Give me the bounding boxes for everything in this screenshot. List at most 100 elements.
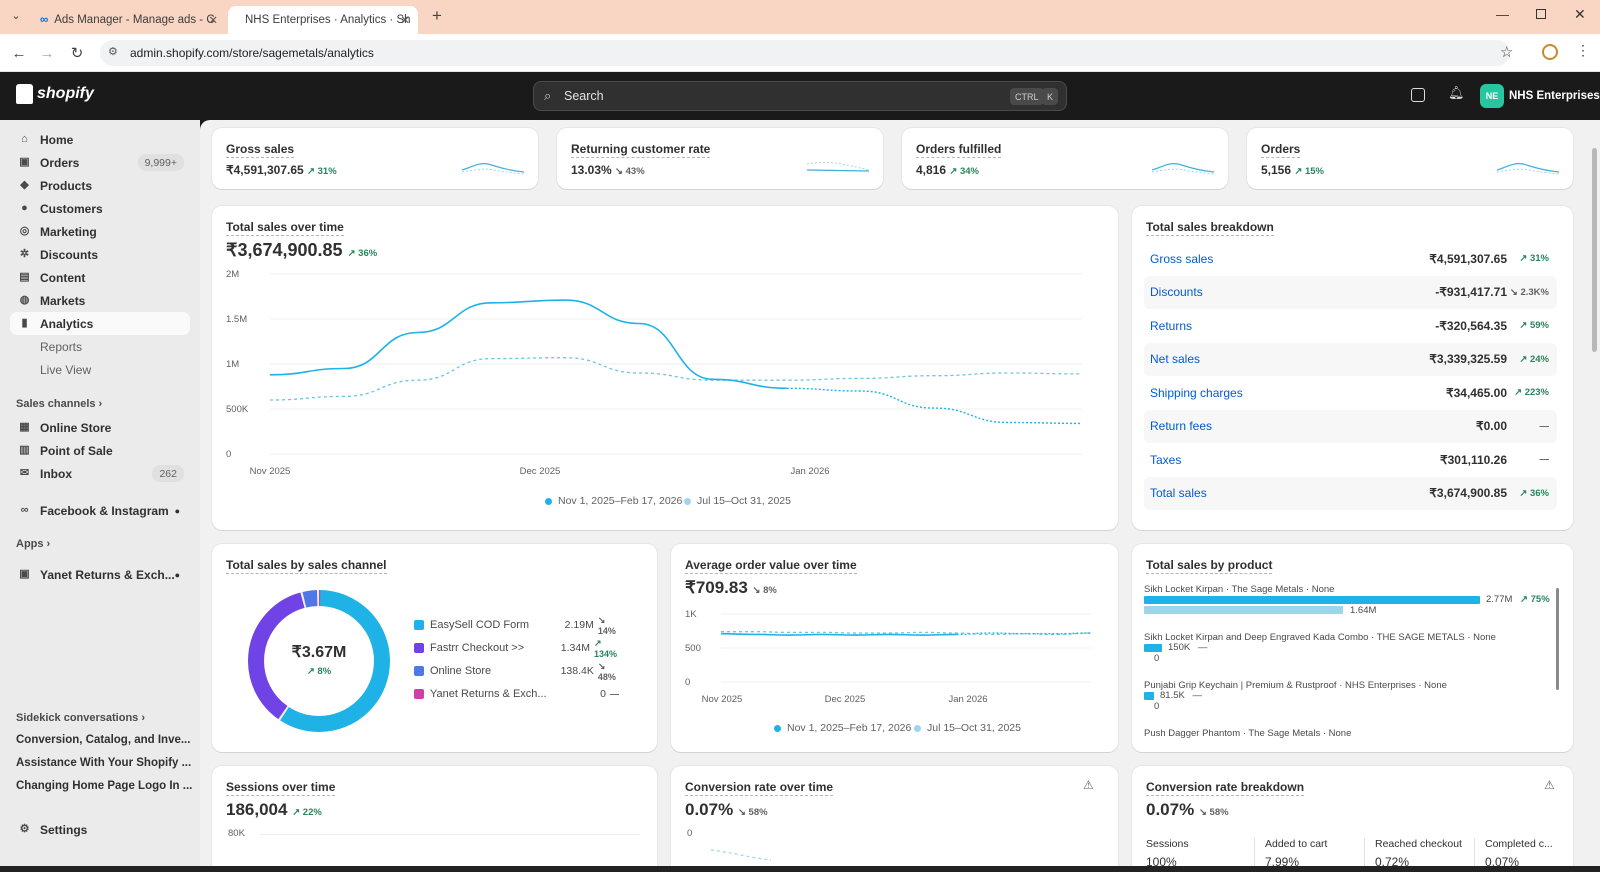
card-title[interactable]: Total sales over time	[226, 220, 344, 236]
sidebar-item-customers[interactable]: ● Customers	[10, 197, 190, 220]
value-text: 0.07%	[685, 800, 734, 819]
profile-icon[interactable]	[1542, 44, 1558, 60]
kpi-change: ↗ 31%	[307, 166, 337, 177]
channel-value: 0	[600, 688, 606, 700]
breakdown-label[interactable]: Net sales	[1150, 352, 1201, 366]
product-list-scrollbar[interactable]	[1556, 588, 1559, 690]
kpi-card-gross-sales[interactable]: Gross sales ₹4,591,307.65 ↗ 31%	[212, 128, 538, 189]
sidebar-item-reports[interactable]: Reports	[10, 335, 190, 358]
y-axis-tick: 2M	[226, 269, 239, 280]
sidebar-item-content[interactable]: ▤ Content	[10, 266, 190, 289]
conversation-item[interactable]: Changing Home Page Logo In ...	[16, 780, 193, 792]
breakdown-row[interactable]: Total sales ₹3,674,900.85 ↗ 36%	[1144, 476, 1557, 510]
breakdown-label[interactable]: Taxes	[1150, 452, 1182, 467]
sidebar-item-inbox[interactable]: ✉ Inbox 262	[10, 462, 190, 485]
shopify-logo[interactable]: shopify	[16, 84, 94, 104]
channel-row[interactable]: Yanet Returns & Exch... 0 —	[414, 685, 624, 703]
apps-heading[interactable]: Apps ›	[16, 538, 50, 550]
sidekick-icon[interactable]	[1411, 88, 1425, 102]
sidebar-item-label: Marketing	[40, 224, 97, 239]
tab-list-dropdown[interactable]: ⌄	[11, 10, 21, 22]
breakdown-label[interactable]: Gross sales	[1150, 251, 1214, 266]
channel-row[interactable]: EasySell COD Form 2.19M ↘ 14%	[414, 615, 624, 636]
channel-row[interactable]: Online Store 138.4K ↘ 48%	[414, 661, 624, 682]
back-icon[interactable]: ←	[11, 44, 27, 62]
search-input[interactable]: ⌕ Search CTRL K	[533, 81, 1067, 111]
bookmark-star-icon[interactable]: ☆	[1500, 44, 1514, 61]
card-title[interactable]: Total sales by product	[1146, 558, 1273, 574]
tab-analytics[interactable]: NHS Enterprises · Analytics · Sh ✕	[228, 6, 418, 34]
sidebar-item-settings[interactable]: ⚙ Settings	[10, 818, 190, 841]
close-window-button[interactable]: ✕	[1574, 6, 1586, 22]
breakdown-row[interactable]: Return fees ₹0.00 —	[1144, 409, 1557, 443]
conversation-item[interactable]: Assistance With Your Shopify ...	[16, 757, 192, 769]
kpi-card-returning-rate[interactable]: Returning customer rate 13.03% ↘ 43%	[557, 128, 883, 189]
tab-ads-manager[interactable]: ∞ Ads Manager - Manage ads - C ✕	[30, 6, 226, 34]
sidebar-item-products[interactable]: ◆ Products	[10, 174, 190, 197]
conversation-item[interactable]: Conversion, Catalog, and Inve...	[16, 734, 191, 746]
sidebar-item-label: Discounts	[40, 247, 99, 262]
breakdown-label[interactable]: Discounts	[1150, 285, 1203, 299]
breakdown-label[interactable]: Total sales	[1150, 486, 1207, 500]
card-title[interactable]: Average order value over time	[685, 558, 857, 574]
breakdown-row[interactable]: Shipping charges ₹34,465.00 ↗ 223%	[1144, 376, 1557, 409]
legend-previous[interactable]: Jul 15–Oct 31, 2025	[684, 495, 791, 507]
breakdown-row[interactable]: Gross sales ₹4,591,307.65 ↗ 31%	[1144, 242, 1557, 275]
legend-current[interactable]: Nov 1, 2025–Feb 17, 2026	[545, 495, 682, 507]
tab-close-icon[interactable]: ✕	[208, 15, 218, 27]
breakdown-row[interactable]: Returns -₹320,564.35 ↗ 59%	[1144, 309, 1557, 342]
breakdown-row[interactable]: Taxes ₹301,110.26 —	[1144, 443, 1557, 476]
sidebar-item-discounts[interactable]: ✲ Discounts	[10, 243, 190, 266]
sidebar-item-label: Inbox	[40, 466, 72, 481]
sidebar-item-markets[interactable]: ◍ Markets	[10, 289, 190, 312]
card-title[interactable]: Total sales by sales channel	[226, 558, 387, 574]
donut-slice[interactable]	[248, 590, 390, 732]
url-field[interactable]: ⚙ admin.shopify.com/store/sagemetals/ana…	[100, 40, 1510, 66]
site-info-icon[interactable]: ⚙	[108, 46, 118, 58]
sidebar-item-home[interactable]: ⌂ Home	[10, 128, 190, 151]
legend-previous[interactable]: Jul 15–Oct 31, 2025	[914, 722, 1021, 734]
sidebar-item-analytics[interactable]: ▮ Analytics	[10, 312, 190, 335]
warning-icon[interactable]: ⚠	[1083, 778, 1094, 792]
sidebar-item-yanet-returns[interactable]: ▣ Yanet Returns & Exch... ●	[10, 563, 190, 586]
minimize-button[interactable]: —	[1496, 7, 1509, 22]
tab-close-icon[interactable]: ✕	[400, 15, 410, 27]
kpi-card-orders[interactable]: Orders 5,156 ↗ 15%	[1247, 128, 1573, 189]
store-account-button[interactable]: NE NHS Enterprises	[1480, 83, 1600, 109]
sidebar-item-point-of-sale[interactable]: ▥ Point of Sale	[10, 439, 190, 462]
restore-button[interactable]	[1536, 9, 1546, 19]
kpi-card-orders-fulfilled[interactable]: Orders fulfilled 4,816 ↗ 34%	[902, 128, 1228, 189]
breakdown-label[interactable]: Shipping charges	[1150, 385, 1243, 400]
breakdown-label[interactable]: Returns	[1150, 318, 1193, 333]
sidebar-item-facebook-instagram[interactable]: ∞ Facebook & Instagram ●	[10, 499, 190, 522]
card-title[interactable]: Conversion rate over time	[685, 780, 834, 796]
breakdown-label[interactable]: Return fees	[1150, 419, 1213, 433]
page-scrollbar[interactable]	[1592, 148, 1597, 352]
legend-current[interactable]: Nov 1, 2025–Feb 17, 2026	[774, 722, 911, 734]
warning-icon[interactable]: ⚠	[1544, 778, 1555, 792]
sales-channels-heading[interactable]: Sales channels ›	[16, 398, 102, 410]
card-title[interactable]: Sessions over time	[226, 780, 336, 796]
browser-menu-icon[interactable]: ⋮	[1576, 42, 1590, 58]
breakdown-row[interactable]: Discounts -₹931,417.71 ↘ 2.3K%	[1144, 275, 1557, 309]
notifications-bell-icon[interactable]: 🔔︎	[1448, 85, 1465, 100]
channel-row[interactable]: Fastrr Checkout >> 1.34M ↗ 134%	[414, 638, 624, 659]
channel-swatch	[414, 620, 424, 630]
breakdown-row[interactable]: Net sales ₹3,339,325.59 ↗ 24%	[1144, 342, 1557, 376]
breakdown-value: ₹34,465.00	[1445, 385, 1507, 400]
reload-icon[interactable]: ↻	[70, 45, 84, 62]
sidebar-item-marketing[interactable]: ◎ Marketing	[10, 220, 190, 243]
status-dot-icon: ●	[174, 569, 180, 580]
product-bar-current	[1144, 596, 1480, 604]
donut-center-change: ↗ 8%	[306, 666, 332, 677]
new-tab-button[interactable]: +	[432, 6, 442, 25]
card-title[interactable]: Total sales breakdown	[1146, 220, 1274, 236]
card-title[interactable]: Conversion rate breakdown	[1146, 780, 1305, 796]
sidebar-item-online-store[interactable]: ▦ Online Store	[10, 416, 190, 439]
donut-slice[interactable]	[248, 590, 390, 732]
kpi-sparkline	[1151, 163, 1215, 175]
sidebar-item-live-view[interactable]: Live View	[10, 358, 190, 381]
forward-icon[interactable]: →	[39, 44, 55, 62]
sidebar-item-orders[interactable]: ▣ Orders 9,999+	[10, 151, 190, 174]
sidekick-heading[interactable]: Sidekick conversations ›	[16, 712, 145, 724]
